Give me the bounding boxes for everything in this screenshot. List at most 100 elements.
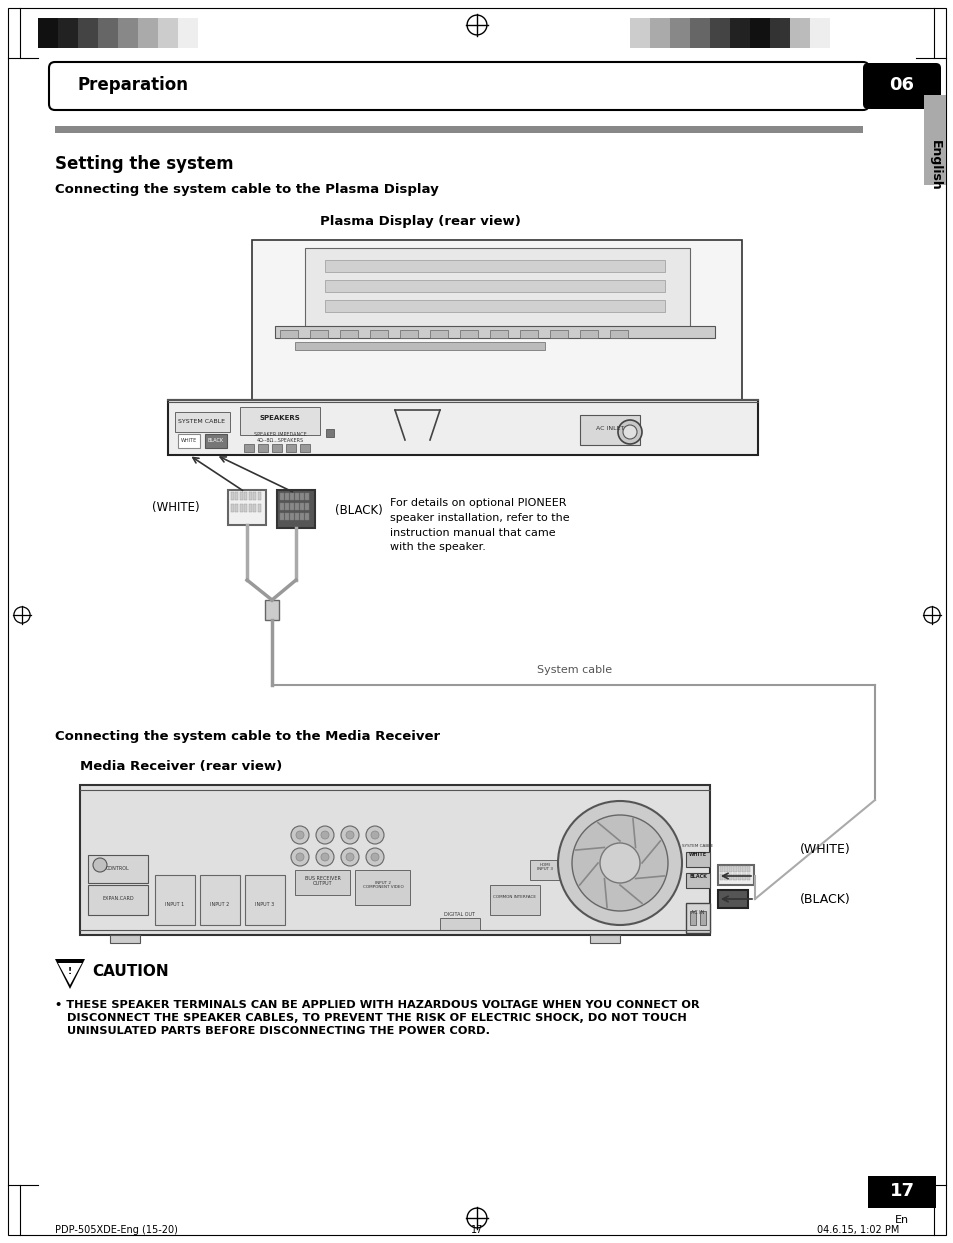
Bar <box>158 17 178 48</box>
Circle shape <box>558 800 681 925</box>
Circle shape <box>315 848 334 866</box>
Text: • THESE SPEAKER TERMINALS CAN BE APPLIED WITH HAZARDOUS VOLTAGE WHEN YOU CONNECT: • THESE SPEAKER TERMINALS CAN BE APPLIED… <box>55 1001 699 1037</box>
Bar <box>253 503 256 512</box>
Bar <box>310 329 328 338</box>
Circle shape <box>346 832 354 839</box>
Bar <box>178 434 200 447</box>
Bar <box>299 444 310 452</box>
Bar <box>299 493 304 500</box>
Text: (WHITE): (WHITE) <box>800 843 850 855</box>
Bar <box>249 503 252 512</box>
Text: WHITE: WHITE <box>688 853 706 858</box>
Text: SYSTEM CABLE: SYSTEM CABLE <box>178 419 225 424</box>
Bar <box>809 17 829 48</box>
Bar <box>98 17 118 48</box>
Bar <box>231 492 233 500</box>
Bar <box>685 873 709 888</box>
Text: !: ! <box>68 967 72 977</box>
Bar <box>685 902 709 933</box>
Circle shape <box>92 858 107 873</box>
Bar <box>789 17 809 48</box>
Bar <box>733 874 737 880</box>
Bar <box>305 249 689 328</box>
Bar <box>738 874 740 880</box>
Bar <box>228 490 266 525</box>
Bar <box>741 874 745 880</box>
Bar <box>355 870 410 905</box>
Bar <box>305 493 309 500</box>
Bar <box>290 503 294 510</box>
Bar <box>240 492 243 500</box>
Bar <box>257 492 261 500</box>
Text: Setting the system: Setting the system <box>55 155 233 173</box>
Bar <box>252 240 741 440</box>
Bar <box>550 329 567 338</box>
Bar <box>138 17 158 48</box>
Polygon shape <box>58 963 82 984</box>
Text: For details on optional PIONEER
speaker installation, refer to the
instruction m: For details on optional PIONEER speaker … <box>390 498 569 552</box>
Bar <box>78 17 98 48</box>
Text: (WHITE): (WHITE) <box>152 501 200 513</box>
Bar <box>88 855 148 883</box>
Circle shape <box>291 827 309 844</box>
Bar <box>80 786 709 935</box>
Circle shape <box>618 420 641 444</box>
Bar <box>718 865 753 885</box>
Bar <box>257 503 261 512</box>
Bar <box>285 503 289 510</box>
Bar <box>294 342 544 351</box>
Bar <box>490 329 507 338</box>
Bar <box>579 329 598 338</box>
Polygon shape <box>55 960 85 989</box>
Bar <box>294 503 298 510</box>
Text: En: En <box>894 1214 908 1226</box>
Bar <box>738 866 740 873</box>
Circle shape <box>295 832 304 839</box>
Bar <box>154 875 194 925</box>
Bar <box>326 429 334 438</box>
Bar <box>728 866 732 873</box>
Text: CAUTION: CAUTION <box>91 965 169 979</box>
Bar <box>689 911 696 925</box>
Text: SPEAKER IMPEDANCE
4Ω--8Ω...SPEAKERS: SPEAKER IMPEDANCE 4Ω--8Ω...SPEAKERS <box>253 433 306 443</box>
Bar <box>439 919 479 930</box>
Text: CONTROL: CONTROL <box>106 865 130 870</box>
Bar <box>923 94 945 185</box>
Bar <box>249 492 252 500</box>
Bar <box>741 866 745 873</box>
Bar <box>609 329 627 338</box>
Bar <box>490 885 539 915</box>
Bar <box>669 17 689 48</box>
Bar <box>399 329 417 338</box>
Bar <box>685 851 709 868</box>
Bar <box>285 493 289 500</box>
FancyBboxPatch shape <box>862 63 940 109</box>
Circle shape <box>366 827 384 844</box>
Bar <box>649 17 669 48</box>
Bar <box>728 874 732 880</box>
Text: Connecting the system cable to the Media Receiver: Connecting the system cable to the Media… <box>55 730 439 743</box>
Bar <box>629 17 649 48</box>
Bar <box>339 329 357 338</box>
Bar <box>519 329 537 338</box>
Bar <box>579 415 639 445</box>
Bar <box>110 935 140 943</box>
Text: Preparation: Preparation <box>78 76 189 94</box>
Text: PDP-505XDE-Eng (15-20): PDP-505XDE-Eng (15-20) <box>55 1226 177 1236</box>
Bar <box>286 444 295 452</box>
Bar <box>294 513 298 520</box>
Text: Plasma Display (rear view): Plasma Display (rear view) <box>319 215 520 227</box>
Circle shape <box>366 848 384 866</box>
Bar <box>299 503 304 510</box>
Bar <box>733 866 737 873</box>
Text: SPEAKERS: SPEAKERS <box>259 415 300 421</box>
Text: 17: 17 <box>471 1226 482 1236</box>
Text: INPUT 2: INPUT 2 <box>211 902 230 907</box>
Bar <box>240 406 319 435</box>
Bar <box>244 492 247 500</box>
Bar <box>274 326 714 338</box>
Bar <box>769 17 789 48</box>
Text: BUS RECEIVER
OUTPUT: BUS RECEIVER OUTPUT <box>305 875 340 886</box>
Bar <box>257 444 268 452</box>
Bar <box>720 874 722 880</box>
